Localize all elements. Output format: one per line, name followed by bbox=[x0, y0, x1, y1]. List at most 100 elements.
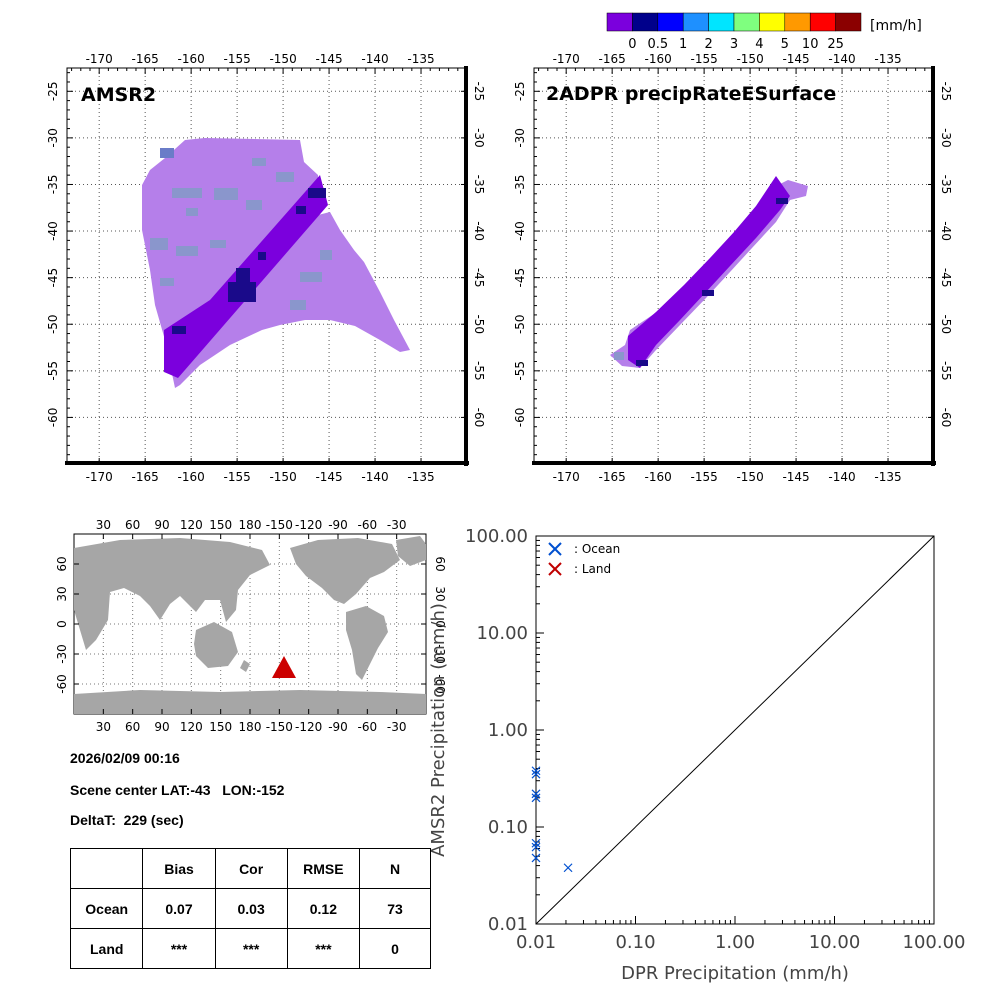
world-lon-tick-label: -30 bbox=[387, 720, 407, 734]
lon-tick-label: -135 bbox=[407, 52, 434, 66]
scatter-point bbox=[531, 789, 541, 799]
lon-tick-label: -160 bbox=[645, 470, 672, 484]
world-lon-tick-label: 180 bbox=[239, 518, 262, 532]
lat-tick-label: -30 bbox=[513, 128, 527, 148]
world-lat-tick-label: -30 bbox=[55, 644, 69, 664]
lon-tick-label: -145 bbox=[782, 470, 809, 484]
world-lat-tick-label: 0 bbox=[433, 620, 447, 628]
y-tick-labels: 0.01 0.10 1.00 10.00 100.00 bbox=[465, 526, 528, 935]
lat-tick-label: -60 bbox=[46, 408, 60, 428]
colorbar-swatch bbox=[809, 12, 836, 32]
world-lat-tick-label: 30 bbox=[433, 586, 447, 601]
x-tick-label: 0.01 bbox=[516, 932, 556, 953]
lat-tick-label: -40 bbox=[46, 221, 60, 241]
world-lon-tick-label: -150 bbox=[266, 518, 293, 532]
world-lon-tick-label: 90 bbox=[154, 518, 169, 532]
statistics-table: Bias Cor RMSE N Ocean 0.07 0.03 0.12 73 … bbox=[69, 848, 431, 969]
world-lat-tick-label: 60 bbox=[55, 556, 69, 571]
dpr-map-panel: 2ADPR precipRateESurface -170 -165 -160 -15… bbox=[513, 52, 953, 484]
legend-entry: : Ocean bbox=[548, 542, 620, 556]
lat-tick-label: -50 bbox=[513, 314, 527, 334]
panel-title: AMSR2 bbox=[81, 84, 156, 106]
colorbar-tick-labels: 0 0.5 1 2 3 4 5 10 25 bbox=[628, 37, 844, 52]
colorbar-swatch bbox=[759, 12, 786, 32]
lon-tick-label: -170 bbox=[86, 470, 113, 484]
table-cell: Ocean bbox=[69, 888, 144, 929]
world-lat-tick-label: 60 bbox=[433, 556, 447, 571]
colorbar-swatches bbox=[606, 12, 862, 32]
world-locator-map: 30 60 90 120 150 180 -150 -120 -90 -60 -30 30 60 90 1… bbox=[55, 518, 447, 734]
scatter-point-stroke bbox=[531, 853, 541, 863]
precip-swath-core bbox=[164, 175, 328, 378]
colorbar-tick-label: 1 bbox=[679, 37, 687, 52]
lon-tick-label: -135 bbox=[874, 470, 901, 484]
world-lat-tick-label: -30 bbox=[433, 644, 447, 664]
lat-tick-labels-left: -25 -30 -35 -40 -45 -50 -55 -60 bbox=[513, 81, 527, 427]
world-lon-tick-label: 120 bbox=[180, 720, 203, 734]
lat-tick-label: -25 bbox=[939, 81, 953, 101]
world-lon-tick-labels-top: 30 60 90 120 150 180 -150 -120 -90 -60 -30 bbox=[96, 518, 407, 532]
y-tick-label: 100.00 bbox=[465, 526, 528, 547]
world-lat-tick-label: 0 bbox=[55, 620, 69, 628]
lon-tick-label: -150 bbox=[269, 470, 296, 484]
lat-tick-label: -50 bbox=[46, 314, 60, 334]
y-axis-label: AMSR2 Precipitation (mm/h) bbox=[428, 603, 449, 857]
lon-tick-label: -165 bbox=[132, 52, 159, 66]
colorbar-swatch bbox=[682, 12, 709, 32]
world-lon-tick-label: -120 bbox=[295, 720, 322, 734]
lat-tick-label: -45 bbox=[513, 268, 527, 288]
x-tick-label: 0.10 bbox=[615, 932, 655, 953]
lat-tick-label: -55 bbox=[472, 361, 486, 381]
lon-tick-label: -145 bbox=[315, 470, 342, 484]
table-cell: 0.03 bbox=[214, 888, 288, 929]
datetime-label: 2026/02/09 00:16 bbox=[70, 750, 180, 766]
colorbar: 0 0.5 1 2 3 4 5 10 25 [mm/h] bbox=[606, 12, 922, 52]
frame-edge-right bbox=[931, 66, 935, 466]
colorbar-swatch bbox=[708, 12, 735, 32]
colorbar-tick-label: 25 bbox=[827, 37, 844, 52]
world-lon-tick-label: 120 bbox=[180, 518, 203, 532]
world-lon-tick-labels-bottom: 30 60 90 120 150 180 -150 -120 -90 -60 -30 bbox=[96, 720, 407, 734]
scatter-point-stroke bbox=[563, 863, 573, 873]
world-lat-tick-label: 30 bbox=[55, 586, 69, 601]
lon-tick-label: -150 bbox=[736, 470, 763, 484]
colorbar-tick-label: 3 bbox=[730, 37, 738, 52]
x-tick-label: 100.00 bbox=[903, 932, 966, 953]
lon-tick-label: -150 bbox=[269, 52, 296, 66]
world-lat-tick-label: -60 bbox=[433, 674, 447, 694]
table-cell: *** bbox=[214, 928, 288, 969]
lat-tick-label: -50 bbox=[472, 314, 486, 334]
lon-tick-label: -150 bbox=[736, 52, 763, 66]
lat-tick-label: -60 bbox=[513, 408, 527, 428]
lat-tick-label: -45 bbox=[472, 268, 486, 288]
lat-tick-label: -55 bbox=[513, 361, 527, 381]
colorbar-swatch bbox=[733, 12, 760, 32]
world-lat-tick-labels-left: 60 30 0 -30 -60 bbox=[55, 556, 69, 693]
table-row: Ocean 0.07 0.03 0.12 73 bbox=[69, 888, 431, 929]
x-axis-label: DPR Precipitation (mm/h) bbox=[621, 963, 849, 984]
legend-marker bbox=[548, 542, 562, 556]
world-lon-tick-label: 180 bbox=[239, 720, 262, 734]
lat-tick-label: -25 bbox=[472, 81, 486, 101]
lon-tick-label: -170 bbox=[553, 470, 580, 484]
lat-tick-label: -25 bbox=[46, 81, 60, 101]
colorbar-tick-label: 0 bbox=[628, 37, 636, 52]
lat-tick-label: -25 bbox=[513, 81, 527, 101]
lon-tick-label: -145 bbox=[782, 52, 809, 66]
world-land bbox=[74, 536, 426, 714]
lat-tick-label: -60 bbox=[939, 408, 953, 428]
table-cell: *** bbox=[286, 928, 361, 969]
scatter-point-stroke bbox=[531, 793, 541, 803]
scatter-point bbox=[531, 842, 541, 852]
table-header-cell bbox=[69, 848, 144, 889]
world-map-frame-ticks bbox=[74, 534, 426, 714]
table-cell: 0.07 bbox=[142, 888, 216, 929]
table-cell: 73 bbox=[359, 888, 431, 929]
panel-title: 2ADPR precipRateESurface bbox=[546, 83, 836, 105]
world-lon-tick-label: -30 bbox=[387, 518, 407, 532]
colorbar-tick-label: 5 bbox=[781, 37, 789, 52]
lon-tick-label: -145 bbox=[315, 52, 342, 66]
x-tick-label: 1.00 bbox=[715, 932, 755, 953]
lon-tick-label: -165 bbox=[599, 470, 626, 484]
lat-tick-label: -55 bbox=[46, 361, 60, 381]
